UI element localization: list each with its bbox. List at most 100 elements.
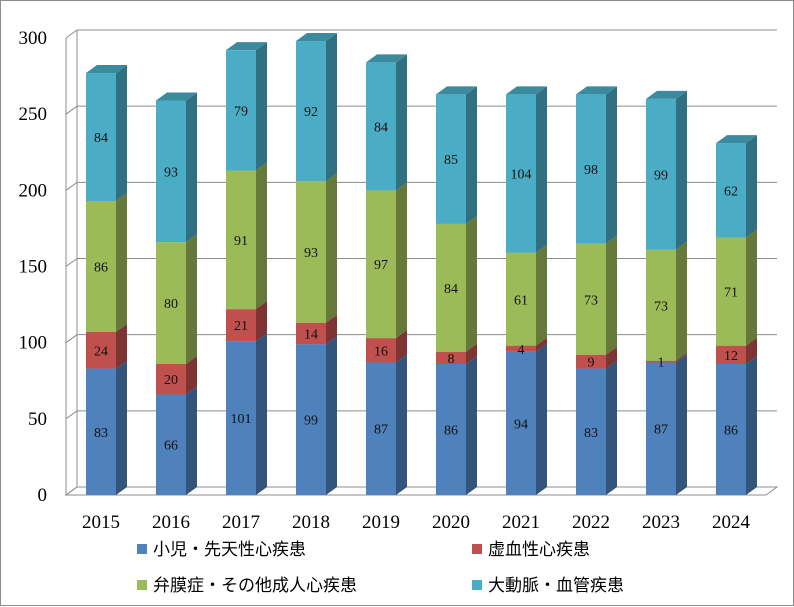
legend-item: 虚血性心疾患	[472, 540, 590, 560]
data-label: 87	[374, 423, 388, 438]
data-label: 79	[234, 104, 248, 119]
data-label: 99	[304, 414, 318, 429]
bar-front	[506, 94, 536, 253]
bar-side	[396, 330, 407, 363]
legend-label: 弁膜症・その他成人心疾患	[153, 576, 357, 596]
data-label: 24	[94, 344, 108, 359]
y-tick-label: 250	[19, 104, 48, 125]
bar-side	[186, 386, 197, 495]
data-label: 104	[511, 168, 532, 183]
gridline	[65, 29, 777, 39]
data-label: 14	[304, 328, 318, 343]
y-tick-label: 300	[19, 28, 48, 49]
bar-side	[466, 86, 477, 224]
data-label: 86	[724, 423, 738, 438]
bar-front	[646, 249, 676, 361]
bar-segment	[506, 343, 547, 495]
bar-front	[576, 94, 606, 244]
bar-front	[86, 200, 116, 333]
bar-segment	[576, 86, 617, 244]
bars	[86, 33, 757, 495]
bar-front	[226, 50, 256, 171]
bar-side	[256, 301, 267, 342]
bar-side	[116, 324, 127, 369]
data-label: 66	[164, 439, 178, 454]
bar-side	[466, 215, 477, 352]
bar-segment	[646, 354, 687, 495]
data-label: 16	[374, 344, 388, 359]
legend-item: 小児・先天性心疾患	[137, 540, 306, 560]
bar-top	[226, 42, 267, 51]
bar-side	[746, 337, 757, 364]
bar-top	[576, 86, 617, 95]
bar-side	[256, 162, 267, 310]
bar-segment	[646, 90, 687, 250]
bar-side	[116, 360, 127, 495]
bar-front	[716, 345, 746, 364]
data-label: 98	[584, 163, 598, 178]
legend-swatch	[472, 580, 482, 590]
data-label: 93	[304, 246, 318, 261]
x-tick-label: 2021	[502, 512, 540, 533]
bar-top	[86, 65, 127, 74]
legend-swatch	[137, 544, 147, 554]
data-label: 84	[94, 131, 108, 146]
bar-side	[186, 234, 197, 364]
bar-segment	[366, 54, 407, 191]
bar-front	[156, 242, 186, 364]
bar-side	[116, 65, 127, 201]
bar-front	[646, 362, 676, 495]
data-label: 86	[94, 261, 108, 276]
bar-side	[606, 346, 617, 369]
data-label: 101	[231, 412, 252, 427]
data-label: 83	[94, 426, 108, 441]
y-tick-label: 200	[19, 180, 48, 201]
bar-segment	[506, 86, 547, 253]
bar-front	[226, 309, 256, 342]
bar-top	[506, 86, 547, 95]
data-label: 99	[654, 168, 668, 183]
bar-top	[716, 135, 757, 144]
bar-front	[296, 41, 326, 182]
bar-front	[86, 332, 116, 369]
bar-side	[116, 192, 127, 333]
bar-segment	[366, 182, 407, 339]
y-tick-label: 0	[38, 485, 48, 506]
bar-side	[536, 86, 547, 253]
legend-label: 小児・先天性心疾患	[153, 540, 306, 560]
bar-front	[226, 170, 256, 310]
legend-label: 大動脈・血管疾患	[488, 576, 624, 596]
bar-side	[186, 355, 197, 395]
data-label: 92	[304, 105, 318, 120]
data-label: 86	[444, 423, 458, 438]
bar-segment	[156, 234, 197, 364]
data-label: 84	[374, 120, 388, 135]
bar-front	[576, 354, 606, 369]
data-label: 12	[724, 349, 738, 364]
bar-front	[436, 351, 466, 364]
bar-front	[366, 338, 396, 363]
data-label: 9	[588, 356, 595, 371]
bar-front	[366, 62, 396, 191]
bar-segment	[226, 333, 267, 495]
x-tick-label: 2019	[362, 512, 400, 533]
bar-front	[86, 73, 116, 201]
bar-front	[576, 368, 606, 495]
bar-side	[746, 135, 757, 238]
bar-segment	[156, 92, 197, 243]
data-label: 1	[658, 356, 665, 371]
bar-side	[606, 360, 617, 495]
bar-front	[436, 94, 466, 224]
bar-front	[506, 252, 536, 346]
bar-segment	[646, 241, 687, 361]
bar-front	[646, 360, 676, 363]
bar-front	[366, 190, 396, 339]
y-tick-label: 150	[19, 257, 48, 278]
bar-side	[326, 314, 337, 345]
legend-label: 虚血性心疾患	[488, 540, 590, 560]
bar-segment	[716, 355, 757, 495]
legend-item: 弁膜症・その他成人心疾患	[137, 576, 357, 596]
bar-segment	[226, 42, 267, 171]
